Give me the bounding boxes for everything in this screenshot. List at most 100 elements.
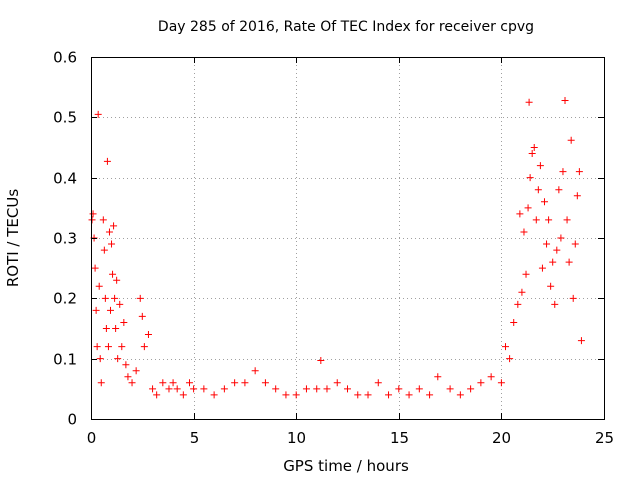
data-point bbox=[153, 391, 161, 399]
data-point bbox=[140, 343, 148, 351]
data-point bbox=[103, 157, 111, 165]
data-point bbox=[374, 379, 382, 387]
data-point bbox=[506, 355, 514, 363]
data-point bbox=[220, 385, 228, 393]
y-tick-label: 0.2 bbox=[53, 290, 77, 308]
data-point bbox=[144, 331, 152, 339]
data-point bbox=[108, 240, 116, 248]
data-point bbox=[565, 258, 573, 266]
data-point bbox=[251, 367, 259, 375]
data-point bbox=[487, 373, 495, 381]
data-point bbox=[553, 246, 561, 254]
data-point bbox=[97, 379, 105, 387]
data-point bbox=[333, 379, 341, 387]
data-point bbox=[302, 385, 310, 393]
x-tick-label: 5 bbox=[190, 429, 200, 447]
data-point bbox=[536, 162, 544, 170]
data-point bbox=[510, 318, 518, 326]
data-point bbox=[210, 391, 218, 399]
data-point bbox=[446, 385, 454, 393]
axes: 0 5 10 15 20 25 0 0.1 0.2 0.3 0.4 0.5 0.6 bbox=[53, 49, 614, 448]
data-point bbox=[477, 379, 485, 387]
data-point bbox=[118, 343, 126, 351]
data-point bbox=[111, 294, 119, 302]
data-point bbox=[116, 300, 124, 308]
data-point bbox=[532, 216, 540, 224]
data-point bbox=[575, 168, 583, 176]
data-point bbox=[426, 391, 434, 399]
data-point bbox=[526, 174, 534, 182]
data-point bbox=[547, 282, 555, 290]
data-point bbox=[132, 367, 140, 375]
data-point bbox=[534, 186, 542, 194]
y-tick-label: 0.1 bbox=[53, 351, 77, 369]
data-point bbox=[567, 136, 575, 144]
data-point bbox=[96, 355, 104, 363]
data-point bbox=[569, 294, 577, 302]
data-point bbox=[317, 356, 325, 364]
data-point bbox=[524, 204, 532, 212]
data-point bbox=[88, 216, 96, 224]
y-tick-label: 0.4 bbox=[53, 170, 77, 188]
data-point bbox=[92, 306, 100, 314]
data-point bbox=[502, 343, 510, 351]
data-point bbox=[573, 192, 581, 200]
data-point bbox=[138, 312, 146, 320]
data-point bbox=[102, 325, 110, 332]
data-point bbox=[124, 373, 132, 381]
data-point bbox=[122, 361, 130, 369]
data-point bbox=[113, 276, 121, 284]
data-point bbox=[94, 110, 102, 118]
data-point bbox=[149, 385, 157, 393]
data-point bbox=[106, 306, 114, 314]
data-point bbox=[551, 300, 559, 308]
x-tick-label: 25 bbox=[595, 429, 614, 447]
y-axis-label: ROTI / TECUs bbox=[4, 189, 22, 287]
data-point bbox=[497, 379, 505, 387]
data-point bbox=[93, 343, 101, 351]
data-point bbox=[261, 379, 269, 387]
data-point bbox=[109, 270, 117, 278]
data-point bbox=[313, 385, 321, 393]
data-point bbox=[543, 240, 551, 248]
data-point bbox=[528, 150, 536, 158]
data-point bbox=[456, 391, 464, 399]
data-point bbox=[136, 294, 144, 302]
x-tick-label: 10 bbox=[287, 429, 306, 447]
data-point bbox=[112, 325, 120, 332]
data-point bbox=[577, 337, 585, 345]
data-point bbox=[522, 270, 530, 278]
data-point bbox=[165, 385, 173, 393]
data-point bbox=[525, 98, 533, 106]
data-point bbox=[395, 385, 403, 393]
data-point bbox=[100, 246, 108, 254]
data-point bbox=[540, 198, 548, 206]
data-point bbox=[282, 391, 290, 399]
data-point bbox=[110, 222, 118, 230]
data-point bbox=[159, 379, 167, 387]
data-point bbox=[514, 300, 522, 308]
data-point bbox=[530, 144, 538, 151]
data-point bbox=[128, 379, 136, 387]
data-point bbox=[559, 168, 567, 176]
data-point bbox=[563, 216, 571, 224]
x-tick-label: 20 bbox=[492, 429, 511, 447]
data-point bbox=[101, 294, 109, 302]
y-tick-label: 0 bbox=[67, 411, 77, 429]
data-point bbox=[344, 385, 351, 393]
data-point bbox=[516, 210, 524, 218]
data-point bbox=[323, 385, 331, 393]
x-axis-label: GPS time / hours bbox=[283, 457, 409, 475]
data-point bbox=[467, 385, 475, 393]
data-point bbox=[104, 343, 112, 351]
data-point bbox=[415, 385, 423, 393]
data-point bbox=[169, 379, 177, 387]
x-tick-label: 0 bbox=[87, 429, 97, 447]
y-tick-label: 0.3 bbox=[53, 230, 77, 248]
data-point bbox=[200, 385, 208, 393]
data-point bbox=[241, 379, 249, 387]
data-point bbox=[555, 186, 563, 194]
chart-title: Day 285 of 2016, Rate Of TEC Index for r… bbox=[158, 19, 534, 35]
